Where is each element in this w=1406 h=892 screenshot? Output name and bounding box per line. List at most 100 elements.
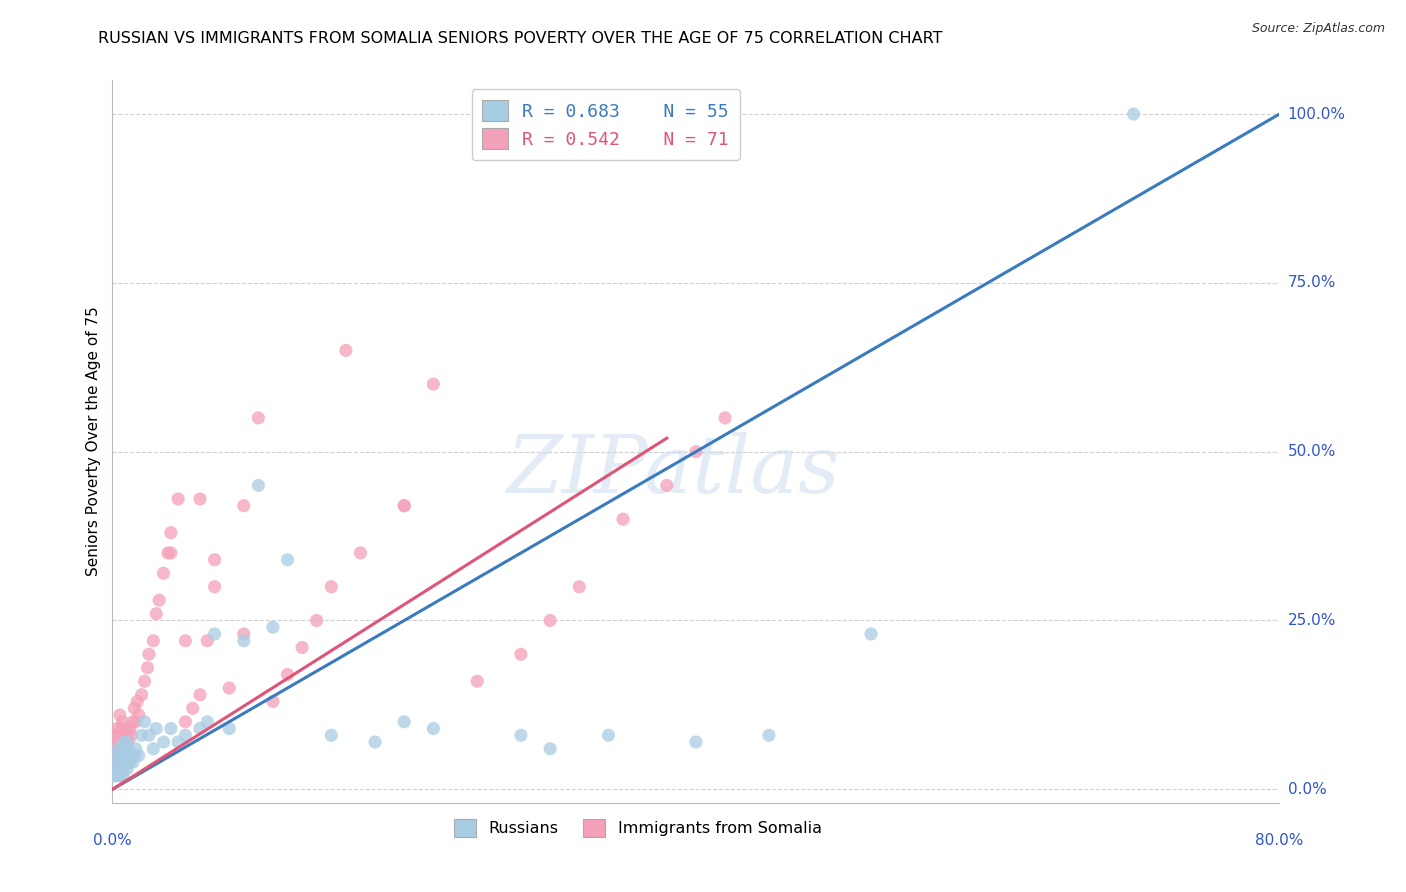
Point <box>105 756 128 770</box>
Point <box>128 748 150 763</box>
Point <box>174 728 197 742</box>
Point <box>174 633 197 648</box>
Point <box>145 607 167 621</box>
Point <box>142 633 165 648</box>
Point <box>131 688 153 702</box>
Point <box>134 674 156 689</box>
Point <box>120 748 142 763</box>
Point <box>117 741 139 756</box>
Point <box>107 735 129 749</box>
Point <box>105 762 128 776</box>
Point <box>262 620 284 634</box>
Point <box>114 735 136 749</box>
Point <box>538 741 561 756</box>
Point <box>103 741 125 756</box>
Point <box>276 552 298 566</box>
Point <box>156 546 179 560</box>
Point <box>125 741 148 756</box>
Point <box>160 546 183 560</box>
Point <box>115 748 138 763</box>
Legend: Russians, Immigrants from Somalia: Russians, Immigrants from Somalia <box>446 811 830 846</box>
Point <box>349 546 371 560</box>
Point <box>110 741 132 756</box>
Point <box>104 762 127 776</box>
Point <box>108 728 131 742</box>
Point <box>465 674 488 689</box>
Point <box>195 714 218 729</box>
Point <box>394 714 416 729</box>
Point <box>1122 107 1144 121</box>
Text: RUSSIAN VS IMMIGRANTS FROM SOMALIA SENIORS POVERTY OVER THE AGE OF 75 CORRELATIO: RUSSIAN VS IMMIGRANTS FROM SOMALIA SENIO… <box>98 31 943 46</box>
Point <box>134 714 156 729</box>
Point <box>127 694 149 708</box>
Point <box>115 728 138 742</box>
Point <box>232 633 254 648</box>
Point <box>138 728 160 742</box>
Point <box>188 688 211 702</box>
Point <box>103 762 125 776</box>
Point <box>364 735 387 749</box>
Point <box>422 722 444 736</box>
Point <box>107 741 129 756</box>
Point <box>108 708 131 723</box>
Point <box>136 661 159 675</box>
Point <box>105 722 128 736</box>
Point <box>394 499 416 513</box>
Point <box>758 728 780 742</box>
Point <box>117 735 139 749</box>
Point <box>538 614 561 628</box>
Point <box>167 735 190 749</box>
Point <box>152 566 174 581</box>
Point <box>218 681 240 695</box>
Point <box>111 748 134 763</box>
Point <box>276 667 298 681</box>
Point <box>204 627 226 641</box>
Point <box>122 756 145 770</box>
Point <box>335 343 357 358</box>
Point <box>108 748 131 763</box>
Point <box>152 735 174 749</box>
Point <box>174 714 197 729</box>
Point <box>111 769 134 783</box>
Point <box>108 756 131 770</box>
Point <box>117 756 139 770</box>
Point <box>138 647 160 661</box>
Point <box>118 722 141 736</box>
Point <box>598 728 620 742</box>
Point <box>125 714 148 729</box>
Point <box>232 499 254 513</box>
Point <box>568 580 591 594</box>
Point <box>509 728 531 742</box>
Point <box>112 722 135 736</box>
Point <box>321 580 343 594</box>
Point <box>104 756 127 770</box>
Point <box>148 593 170 607</box>
Point <box>422 377 444 392</box>
Point <box>110 748 132 763</box>
Point <box>142 741 165 756</box>
Point <box>111 714 134 729</box>
Point <box>145 722 167 736</box>
Point <box>104 728 127 742</box>
Text: 25.0%: 25.0% <box>1288 613 1336 628</box>
Point <box>188 491 211 506</box>
Point <box>714 411 737 425</box>
Point <box>160 722 183 736</box>
Y-axis label: Seniors Poverty Over the Age of 75: Seniors Poverty Over the Age of 75 <box>86 307 101 576</box>
Point <box>115 762 138 776</box>
Point <box>112 735 135 749</box>
Point <box>124 748 146 763</box>
Point <box>218 722 240 736</box>
Text: 75.0%: 75.0% <box>1288 276 1336 291</box>
Point <box>107 748 129 763</box>
Point <box>112 748 135 763</box>
Text: 80.0%: 80.0% <box>1256 833 1303 848</box>
Point <box>120 728 142 742</box>
Text: ZIPatlas: ZIPatlas <box>506 432 839 509</box>
Text: 0.0%: 0.0% <box>93 833 132 848</box>
Text: 50.0%: 50.0% <box>1288 444 1336 459</box>
Point <box>131 728 153 742</box>
Point <box>103 769 125 783</box>
Point <box>105 741 128 756</box>
Point <box>291 640 314 655</box>
